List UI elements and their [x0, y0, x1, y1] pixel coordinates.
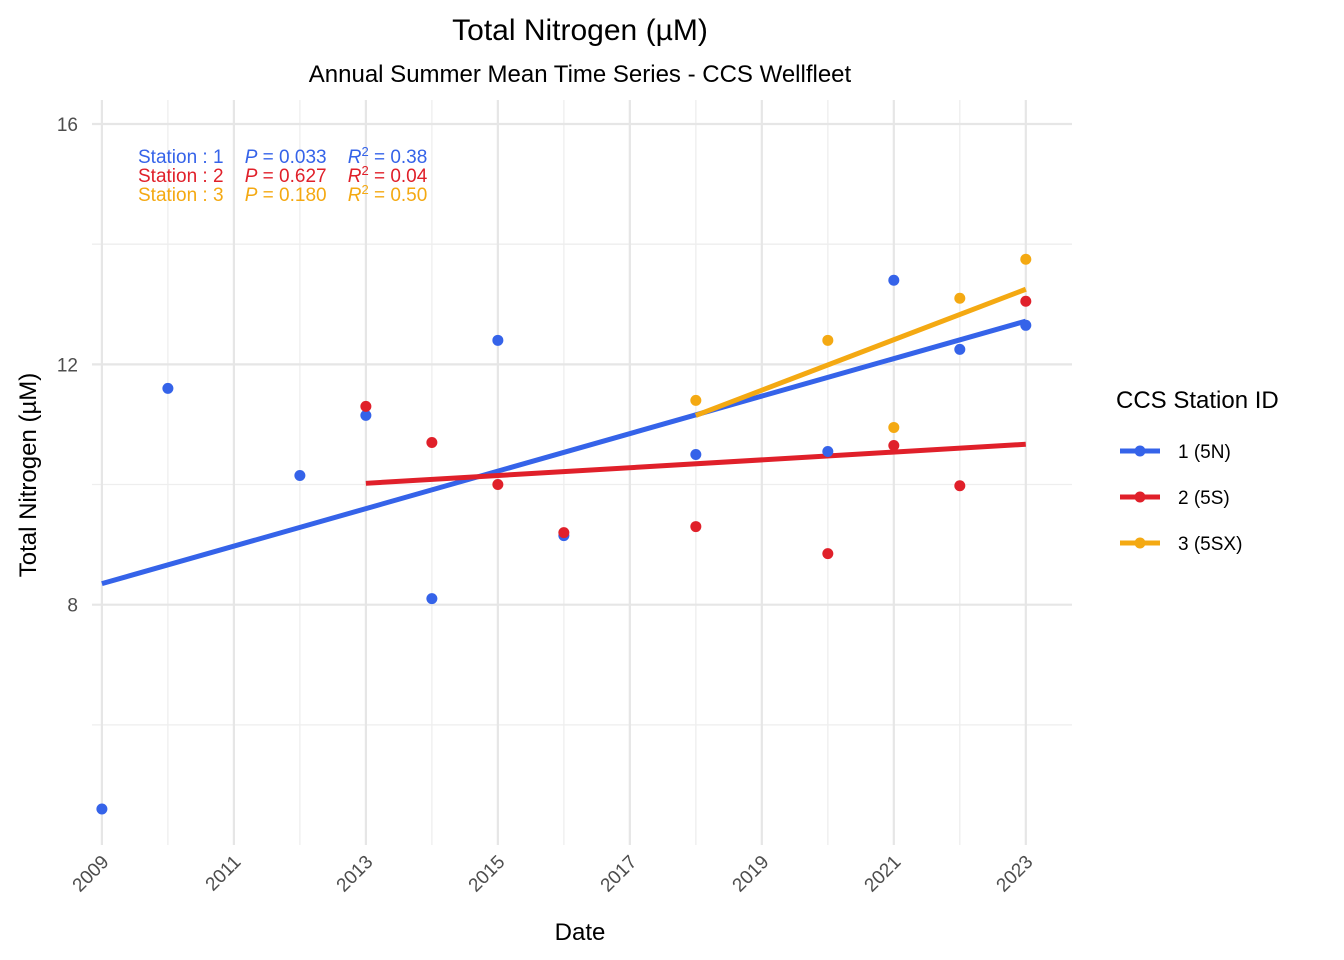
x-tick-label: 2009 — [69, 852, 114, 897]
y-tick-label: 12 — [57, 355, 78, 376]
y-tick-label: 16 — [57, 115, 78, 136]
data-point — [954, 480, 966, 492]
data-point — [426, 593, 438, 605]
data-point — [888, 439, 900, 451]
data-point — [1020, 295, 1032, 307]
legend-label: 2 (5S) — [1178, 488, 1230, 509]
stat-part: = 0.04 — [369, 166, 428, 187]
legend-key-point — [1134, 445, 1146, 457]
data-point — [1020, 319, 1032, 331]
data-point — [822, 548, 834, 560]
legend-title: CCS Station ID — [1116, 387, 1279, 414]
data-point — [96, 803, 108, 815]
x-tick-label: 2021 — [861, 852, 906, 897]
trend-line — [365, 441, 1026, 486]
chart-subtitle: Annual Summer Mean Time Series - CCS Wel… — [309, 61, 852, 88]
stat-label: Station : 2 P = 0.627 R2 = 0.04 — [138, 163, 428, 188]
x-axis-title: Date — [555, 919, 606, 946]
stat-part: R — [348, 166, 362, 187]
stat-part: R — [348, 147, 362, 168]
data-point — [690, 521, 702, 533]
stat-part: Station — [138, 166, 197, 187]
chart-title: Total Nitrogen (µM) — [452, 14, 708, 47]
data-point — [492, 479, 504, 491]
trend-line — [694, 286, 1027, 418]
stat-part — [224, 147, 245, 168]
stat-part: Station — [138, 185, 197, 206]
data-point — [954, 292, 966, 304]
trend-lines — [101, 286, 1027, 587]
trend-line — [101, 318, 1027, 587]
data-points — [96, 253, 1032, 815]
stat-part: 1 — [213, 147, 224, 168]
stat-part: = 0.627 — [257, 166, 347, 187]
data-point — [888, 274, 900, 286]
stat-part: = 0.38 — [369, 147, 428, 168]
stat-part: P — [245, 166, 258, 187]
data-point — [360, 400, 372, 412]
stat-part: 3 — [213, 185, 224, 206]
stat-part: = 0.50 — [369, 185, 428, 206]
data-point — [294, 470, 306, 482]
data-point — [558, 527, 570, 539]
y-tick-label: 8 — [67, 596, 78, 617]
legend-label: 1 (5N) — [1178, 442, 1231, 463]
stat-part: 2 — [361, 182, 368, 197]
data-point — [690, 394, 702, 406]
x-tick-label: 2015 — [465, 852, 510, 897]
data-point — [426, 436, 438, 448]
stat-part: : — [197, 166, 213, 187]
stat-part — [224, 185, 245, 206]
data-point — [360, 409, 372, 421]
y-axis-ticks: 8 12 16 — [57, 115, 78, 617]
data-point — [822, 445, 834, 457]
x-axis-ticks: 2009 2011 2013 2015 2017 2019 2021 2023 — [69, 852, 1038, 897]
data-point — [888, 421, 900, 433]
stat-part: 2 — [361, 163, 368, 178]
stat-part — [224, 166, 245, 187]
data-point — [1020, 253, 1032, 265]
legend: CCS Station ID 1 (5N) 2 (5S) 3 (5SX) — [1116, 387, 1279, 555]
stat-part: R — [348, 185, 362, 206]
stat-label: Station : 3 P = 0.180 R2 = 0.50 — [138, 182, 427, 207]
x-tick-label: 2017 — [597, 852, 642, 897]
x-tick-label: 2011 — [202, 852, 246, 896]
data-point — [954, 343, 966, 355]
data-point — [162, 382, 174, 394]
y-axis-title: Total Nitrogen (µM) — [15, 373, 42, 578]
stat-part: 2 — [213, 166, 224, 187]
stat-part: = 0.180 — [257, 185, 347, 206]
stat-label: Station : 1 P = 0.033 R2 = 0.38 — [138, 144, 427, 169]
x-tick-label: 2019 — [729, 852, 774, 897]
data-point — [492, 334, 504, 346]
x-tick-label: 2023 — [993, 852, 1038, 897]
legend-key-point — [1134, 491, 1146, 503]
stat-part: 2 — [361, 144, 368, 159]
stat-part: P — [245, 185, 258, 206]
stat-part: Station — [138, 147, 197, 168]
legend-label: 3 (5SX) — [1178, 534, 1242, 555]
stat-part: : — [197, 185, 213, 206]
legend-key-point — [1134, 537, 1146, 549]
stat-part: : — [197, 147, 213, 168]
data-point — [690, 448, 702, 460]
x-tick-label: 2013 — [333, 852, 378, 897]
stat-part: P — [245, 147, 258, 168]
stat-part: = 0.033 — [257, 147, 347, 168]
data-point — [822, 334, 834, 346]
